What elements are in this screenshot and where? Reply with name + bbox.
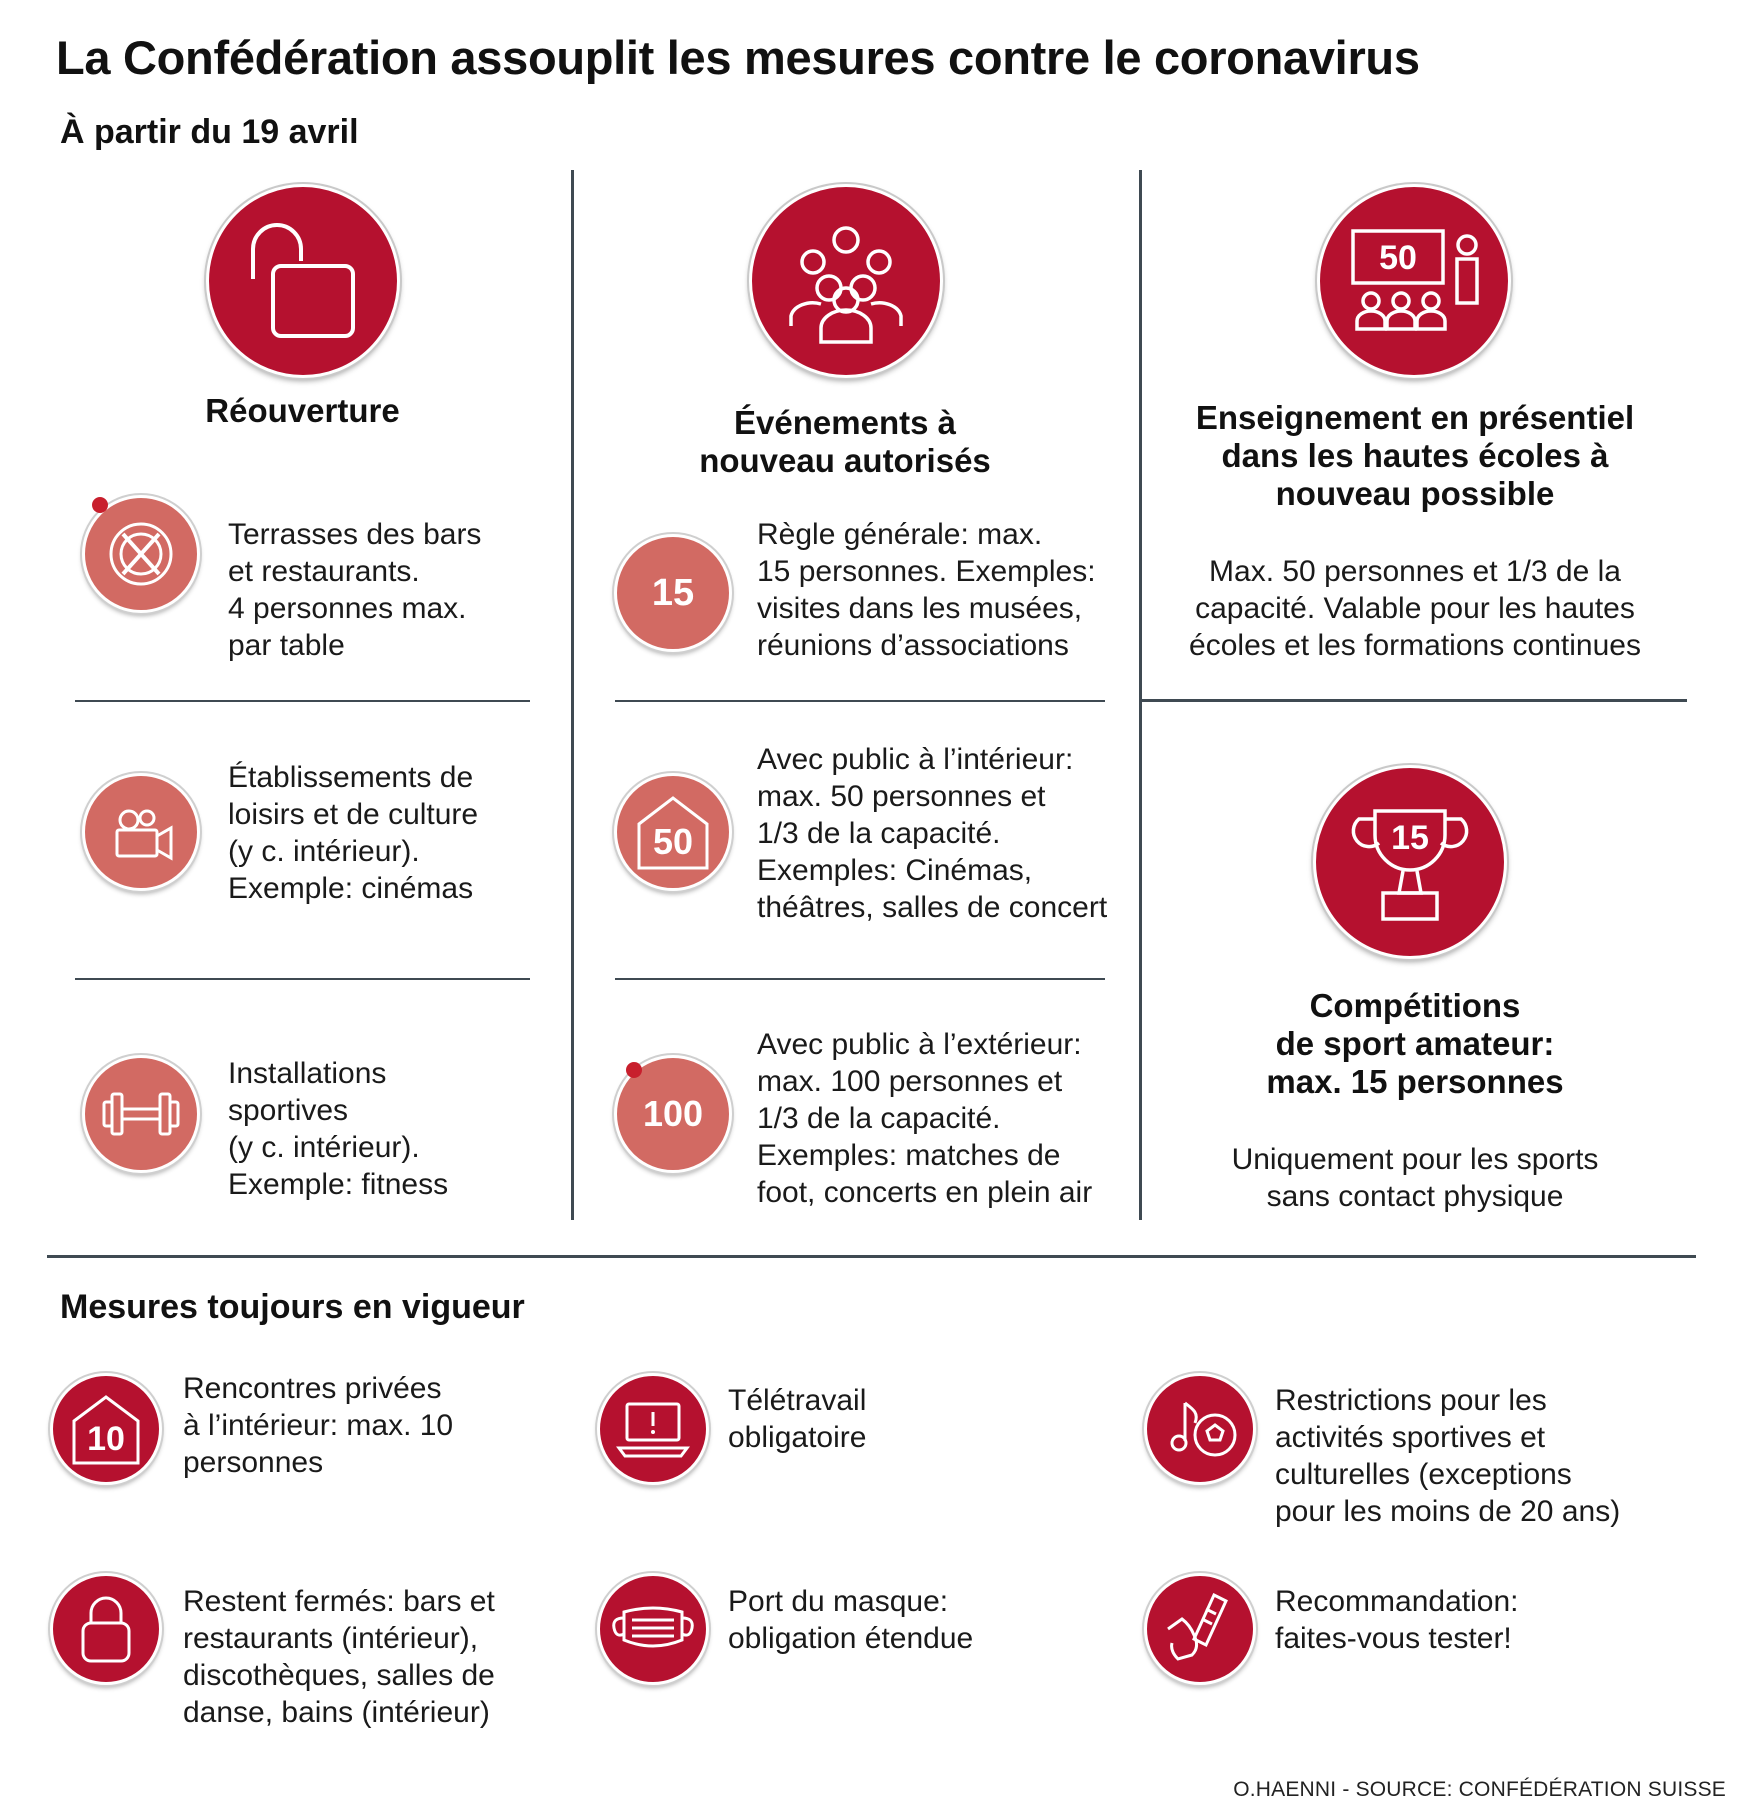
row-divider <box>1141 699 1687 702</box>
page-subtitle: À partir du 19 avril <box>60 113 359 151</box>
mesure-item-text: Restrictions pour les activités sportive… <box>1275 1384 1621 1528</box>
row-divider <box>75 700 530 702</box>
dumbbell-icon <box>82 1055 200 1173</box>
enseignement-heading: Enseignement en présentiel dans les haut… <box>1195 399 1635 512</box>
padlock-icon <box>50 1573 162 1685</box>
column-divider-2 <box>1139 170 1142 1220</box>
source-credit: O.HAENNI - SOURCE: CONFÉDÉRATION SUISSE <box>1233 1778 1726 1801</box>
house-badge-50: 50 <box>614 773 732 891</box>
mesure-item-text: Rencontres privées à l’intérieur: max. 1… <box>183 1372 454 1479</box>
reouverture-item-text: Terrasses des bars et restaurants. 4 per… <box>228 518 482 662</box>
crowd-icon <box>749 184 943 378</box>
music-football-icon <box>1144 1373 1256 1485</box>
evenements-heading: Événements à nouveau autorisés <box>699 404 991 479</box>
badge-15: 15 <box>1391 819 1429 857</box>
page-title: La Confédération assouplit les mesures c… <box>56 31 1420 84</box>
reouverture-item-text: Installations sportives (y c. intérieur)… <box>228 1057 449 1201</box>
mesure-item-text: Port du masque: obligation étendue <box>728 1585 974 1655</box>
trophy-icon: 15 <box>1313 765 1507 959</box>
competitions-text: Uniquement pour les sports sans contact … <box>1231 1143 1599 1213</box>
mask-icon <box>597 1573 709 1685</box>
evenements-item-text: Avec public à l’intérieur: max. 50 perso… <box>757 743 1108 924</box>
reouverture-heading: Réouverture <box>205 392 400 429</box>
classroom-icon: 50 <box>1317 184 1511 378</box>
section-divider <box>47 1255 1696 1258</box>
competitions-heading: Compétitions de sport amateur: max. 15 p… <box>1266 987 1564 1100</box>
row-divider <box>615 978 1105 980</box>
house-badge-10: 10 <box>50 1373 162 1485</box>
sun-icon <box>92 497 108 513</box>
movie-camera-icon <box>82 773 200 891</box>
reouverture-item-text: Établissements de loisirs et de culture … <box>228 761 479 905</box>
test-swab-icon <box>1144 1573 1256 1685</box>
evenements-item-text: Avec public à l’extérieur: max. 100 pers… <box>757 1028 1093 1209</box>
row-divider <box>75 978 530 980</box>
sun-icon <box>626 1062 642 1078</box>
unlock-icon <box>206 184 400 378</box>
mesure-item-text: Restent fermés: bars et restaurants (int… <box>183 1585 495 1729</box>
mesure-item-text: Recommandation: faites-vous tester! <box>1275 1585 1519 1655</box>
section-heading: Mesures toujours en vigueur <box>60 1288 525 1326</box>
column-divider-1 <box>571 170 574 1220</box>
enseignement-text: Max. 50 personnes et 1/3 de la capacité.… <box>1189 555 1641 662</box>
laptop-icon <box>597 1373 709 1485</box>
badge-50: 50 <box>1379 239 1417 277</box>
row-divider <box>615 700 1105 702</box>
mesure-item-text: Télétravail obligatoire <box>728 1384 867 1454</box>
plate-cutlery-icon <box>82 495 200 613</box>
badge-15: 15 <box>614 534 732 652</box>
evenements-item-text: Règle générale: max. 15 personnes. Exemp… <box>757 518 1096 662</box>
